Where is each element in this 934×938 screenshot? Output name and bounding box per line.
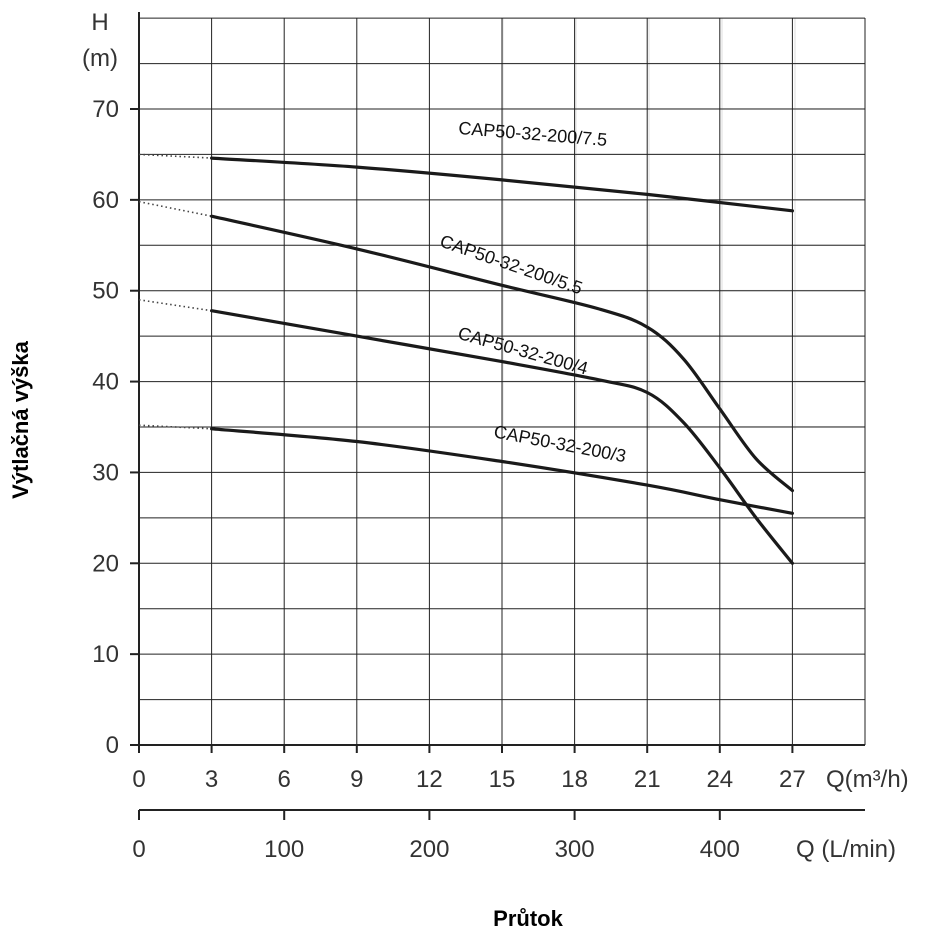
- x-tick-label: 27: [779, 766, 806, 793]
- pump-curves: [138, 153, 794, 565]
- y-tick-label: 10: [92, 641, 119, 668]
- curve-line: [210, 309, 794, 565]
- curve-label: CAP50-32-200/7.5: [458, 118, 608, 150]
- x-tick-label: 9: [350, 766, 363, 793]
- lmin-tick-label: 100: [264, 836, 304, 863]
- x-tick-label: 18: [561, 766, 588, 793]
- x-tick-label: 21: [634, 766, 661, 793]
- curve-label: CAP50-32-200/3: [492, 421, 627, 466]
- x-unit-m3h: Q(m³/h): [826, 766, 909, 793]
- curve-line: [210, 427, 794, 515]
- lmin-tick-label: 0: [132, 836, 145, 863]
- x-tick-label: 15: [489, 766, 516, 793]
- chart-grid: [138, 17, 866, 746]
- curve-extrapolation: [138, 200, 212, 217]
- y-tick-label: 20: [92, 550, 119, 577]
- y-unit-h: H: [91, 9, 108, 36]
- y-axis-title: Výtlačná výška: [8, 340, 33, 499]
- curve-line: [210, 156, 794, 213]
- x-axis-ticks-lmin: 0 100 200 300 400: [132, 810, 740, 863]
- y-tick-label: 70: [92, 96, 119, 123]
- x-tick-label: 6: [278, 766, 291, 793]
- y-axis-ticks: 0 10 20 30 40 50 60 70: [92, 96, 139, 759]
- curve-label: CAP50-32-200/4: [456, 323, 590, 379]
- y-tick-label: 40: [92, 369, 119, 396]
- y-tick-label: 60: [92, 187, 119, 214]
- lmin-tick-label: 300: [555, 836, 595, 863]
- lmin-tick-label: 400: [700, 836, 740, 863]
- x-axis-title: Průtok: [493, 906, 563, 931]
- curve-extrapolation: [138, 153, 212, 159]
- curve-extrapolation: [138, 424, 212, 430]
- x-tick-label: 12: [416, 766, 443, 793]
- y-tick-label: 30: [92, 459, 119, 486]
- x-tick-label: 24: [706, 766, 733, 793]
- curve-line: [210, 214, 794, 493]
- y-unit-m: (m): [82, 45, 118, 72]
- x-axis-ticks-m3h: 0 3 6 9 12 15 18 21 24 27: [132, 745, 806, 793]
- x-tick-label: 0: [132, 766, 145, 793]
- x-tick-label: 3: [205, 766, 218, 793]
- curve-extrapolation: [138, 299, 212, 312]
- y-tick-label: 0: [106, 732, 119, 759]
- y-tick-label: 50: [92, 278, 119, 305]
- lmin-tick-label: 200: [409, 836, 449, 863]
- x-unit-lmin: Q (L/min): [796, 836, 896, 863]
